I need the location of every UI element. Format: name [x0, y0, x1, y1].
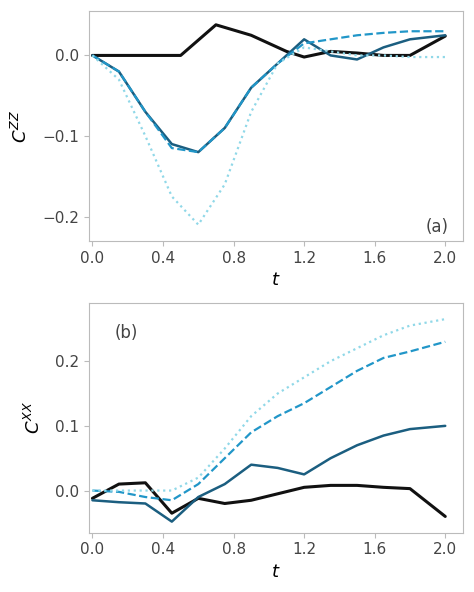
Text: (b): (b) — [115, 324, 138, 342]
X-axis label: $t$: $t$ — [271, 271, 281, 289]
Text: (a): (a) — [425, 218, 448, 236]
X-axis label: $t$: $t$ — [271, 563, 281, 581]
Y-axis label: $C^{ZZ}$: $C^{ZZ}$ — [11, 110, 31, 143]
Y-axis label: $C^{XX}$: $C^{XX}$ — [24, 401, 44, 435]
